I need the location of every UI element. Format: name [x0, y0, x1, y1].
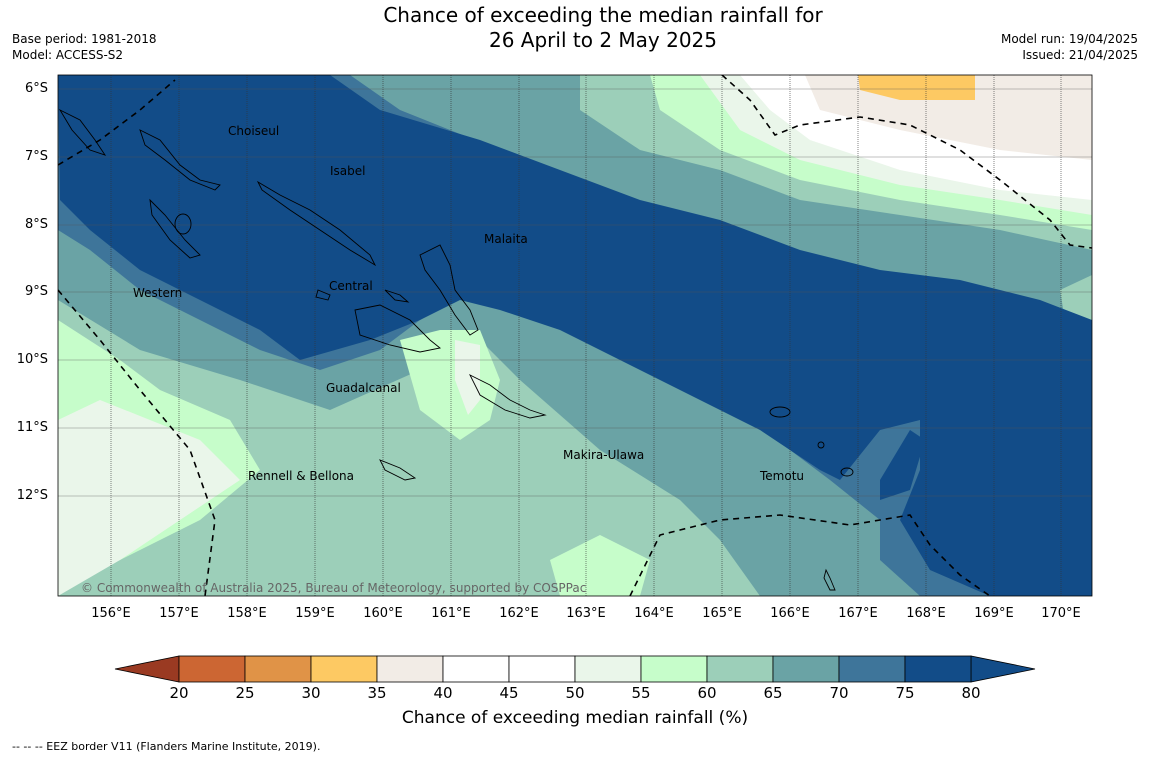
run-info: Model run: 19/04/2025 Issued: 21/04/2025	[1001, 31, 1138, 63]
title-line-2: 26 April to 2 May 2025	[489, 28, 717, 52]
place-rennell: Rennell & Bellona	[248, 469, 354, 483]
eez-legend-note: -- -- -- EEZ border V11 (Flanders Marine…	[12, 740, 321, 753]
lat-label: 9°S	[24, 284, 48, 299]
lon-label: 164°E	[634, 606, 674, 621]
colorbar-segment	[376, 655, 444, 683]
eez-borders	[58, 75, 1092, 596]
colorbar-tick-label: 45	[499, 684, 519, 702]
colorbar-tick-label: 20	[169, 684, 189, 702]
lon-label: 158°E	[227, 606, 267, 621]
colorbar-segment	[772, 655, 840, 683]
place-choiseul: Choiseul	[228, 124, 279, 138]
chart-title: Chance of exceeding the median rainfall …	[0, 3, 1150, 53]
colorbar-tick-label: 80	[961, 684, 981, 702]
place-makira: Makira-Ulawa	[563, 448, 644, 462]
place-guadalcanal: Guadalcanal	[326, 381, 401, 395]
lon-label: 156°E	[91, 606, 131, 621]
place-isabel: Isabel	[330, 164, 365, 178]
colorbar-segment	[640, 655, 708, 683]
issued-date: Issued: 21/04/2025	[1022, 48, 1138, 62]
lat-label: 10°S	[16, 352, 48, 367]
place-malaita: Malaita	[484, 232, 528, 246]
colorbar-tick-label: 40	[433, 684, 453, 702]
lon-label: 167°E	[838, 606, 878, 621]
colorbar-tick-label: 70	[829, 684, 849, 702]
lon-label: 163°E	[566, 606, 606, 621]
lat-label: 11°S	[16, 420, 48, 435]
colorbar-tick-label: 50	[565, 684, 585, 702]
colorbar-tick-label: 25	[235, 684, 255, 702]
colorbar-segment	[904, 655, 972, 683]
model-run-date: Model run: 19/04/2025	[1000, 32, 1138, 46]
colorbar	[114, 655, 1036, 683]
lon-label: 168°E	[906, 606, 946, 621]
lat-label: 12°S	[16, 488, 48, 503]
colorbar-segment	[178, 655, 246, 683]
colorbar-segment	[706, 655, 774, 683]
graticule	[110, 75, 1062, 596]
lon-label: 162°E	[499, 606, 539, 621]
lon-label: 169°E	[974, 606, 1014, 621]
colorbar-tick-label: 30	[301, 684, 321, 702]
place-central: Central	[329, 279, 373, 293]
island-outlines	[58, 108, 854, 591]
place-temotu: Temotu	[759, 469, 804, 483]
probability-fields	[58, 75, 1092, 596]
lat-label: 7°S	[24, 149, 48, 164]
colorbar-segment	[442, 655, 510, 683]
colorbar-title: Chance of exceeding median rainfall (%)	[401, 708, 749, 728]
colorbar-segment	[244, 655, 312, 683]
colorbar-segment	[508, 655, 576, 683]
colorbar-segment	[838, 655, 906, 683]
title-line-1: Chance of exceeding the median rainfall …	[383, 3, 823, 27]
colorbar-segment	[574, 655, 642, 683]
lon-label: 159°E	[295, 606, 335, 621]
lon-label: 165°E	[702, 606, 742, 621]
lat-label: 8°S	[24, 217, 48, 232]
model-name: Model: ACCESS-S2	[12, 48, 124, 62]
colorbar-segment	[310, 655, 378, 683]
lat-label: 6°S	[24, 81, 48, 96]
lon-label: 170°E	[1041, 606, 1081, 621]
place-western: Western	[133, 286, 182, 300]
model-info: Base period: 1981-2018 Model: ACCESS-S2	[12, 31, 157, 63]
lon-label: 160°E	[363, 606, 403, 621]
colorbar-tick-label: 55	[631, 684, 651, 702]
lon-label: 157°E	[159, 606, 199, 621]
copyright: © Commonwealth of Australia 2025, Bureau…	[81, 581, 586, 595]
colorbar-tick-label: 65	[763, 684, 783, 702]
colorbar-tick-label: 75	[895, 684, 915, 702]
lon-label: 161°E	[431, 606, 471, 621]
colorbar-tick-label: 60	[697, 684, 717, 702]
lon-label: 166°E	[770, 606, 810, 621]
colorbar-high-arrow	[970, 655, 1036, 683]
colorbar-tick-label: 35	[367, 684, 387, 702]
colorbar-low-arrow	[114, 655, 180, 683]
base-period: Base period: 1981-2018	[12, 32, 157, 46]
